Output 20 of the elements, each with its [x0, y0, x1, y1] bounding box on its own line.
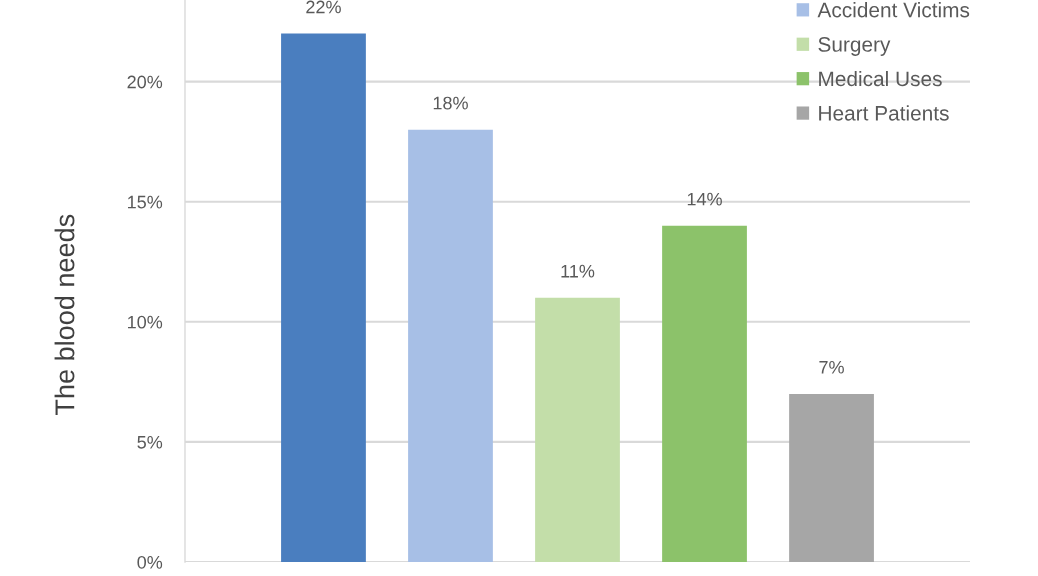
- y-tick-label: 5%: [137, 435, 163, 449]
- data-label: 22%: [306, 0, 341, 14]
- legend-label: Surgery: [818, 37, 891, 56]
- legend-label: Accident Victims: [817, 2, 970, 18]
- y-tick-label: 20%: [127, 75, 163, 89]
- y-tick-label: 0%: [137, 555, 163, 569]
- bar: [281, 33, 366, 562]
- data-label: 18%: [433, 96, 468, 110]
- y-axis-title: The blood needs: [54, 214, 75, 415]
- data-label: 11%: [561, 264, 595, 278]
- bar: [789, 393, 874, 562]
- bar: [535, 297, 620, 562]
- legend-label: Medical Uses: [819, 70, 942, 87]
- data-label: 7%: [819, 360, 844, 374]
- y-tick-label: 15%: [128, 195, 163, 209]
- bar: [408, 129, 493, 562]
- y-tick-label: 10%: [128, 315, 163, 329]
- legend-label: Heart Patients: [819, 105, 949, 121]
- data-label: 14%: [687, 192, 722, 206]
- bar: [662, 225, 747, 562]
